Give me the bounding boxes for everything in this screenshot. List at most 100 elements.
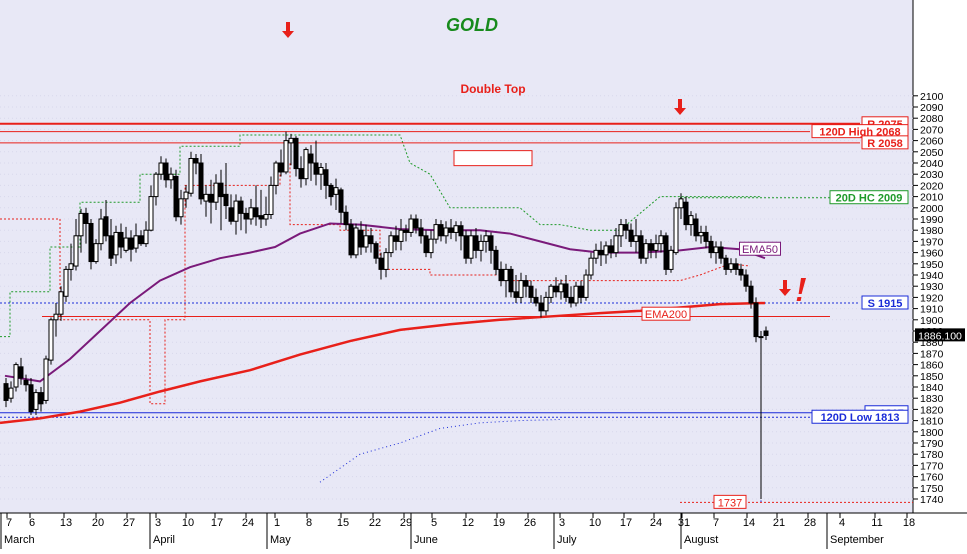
exclamation-icon [796,278,806,301]
x-tick-label: 5 [431,517,437,529]
candle [313,140,319,186]
x-tick-label: 3 [155,517,161,529]
candle-body [143,229,149,245]
candle-body [558,283,564,293]
candle [588,252,594,280]
y-tick-label: 1910 [920,304,944,316]
x-tick-label: 7 [6,517,12,529]
candle-body [693,218,699,237]
candle-body [68,263,74,270]
x-tick-label: 29 [400,517,412,529]
candle [628,223,634,247]
candle [193,154,199,175]
candle [423,230,429,258]
candle [98,208,104,251]
candle-body [573,285,579,304]
candle-body [513,291,519,298]
candle [723,254,729,275]
candle-body [288,137,294,144]
candle [618,219,624,247]
candle-body [543,296,549,312]
candle-body [188,158,194,194]
candle-body [213,182,219,203]
x-tick-label: 14 [743,517,755,529]
candle-body [28,384,34,413]
candle [278,149,284,177]
candle [643,239,649,264]
level-label-box [713,494,747,509]
candle-body [463,235,469,259]
candle-body [553,285,559,293]
candle [693,213,699,242]
x-tick-label: 10 [182,517,194,529]
candle-body [728,263,734,270]
x-axis-panel [0,513,967,549]
candle [673,202,679,255]
candle [598,241,604,267]
candle-body [8,387,14,399]
candle [533,288,539,307]
candle-body [673,207,679,254]
candle [238,196,244,231]
candle-body [593,249,599,259]
month-label: September [830,534,884,546]
candle-body [478,240,484,251]
candle [18,357,24,385]
candle [303,147,309,186]
y-tick-label: 2050 [920,147,944,159]
candle [418,219,424,244]
x-tick-label: 3 [559,517,565,529]
x-tick-label: 7 [713,517,719,529]
candle-body [528,285,534,298]
candle-body [58,291,64,315]
x-tick-label: 27 [123,517,135,529]
candle-body [163,162,169,181]
candle-body [153,173,159,198]
candle [308,145,314,181]
candle-body [333,187,339,195]
last-price-label: 1886.100 [918,330,962,342]
candle [83,207,89,244]
candle [683,196,689,231]
candle [543,291,549,316]
ema50-label: EMA50 [742,244,778,256]
candle-body [348,224,354,256]
candle-body [328,184,334,198]
candle [178,189,184,225]
level-label-box [811,409,909,424]
candle-body [418,227,424,237]
candle [113,225,119,264]
candle-body [358,229,364,248]
candle [738,263,744,281]
candle [508,266,514,298]
candle-body [538,302,544,312]
candle-body [703,231,709,242]
candle [488,232,494,264]
y-tick-label: 1750 [920,483,944,495]
candle-body [408,218,414,233]
green-trailing-stop [0,134,760,338]
candle [388,231,394,258]
candle-body [258,215,264,220]
candle [403,224,409,242]
candle-body [638,235,644,259]
candle-body [678,198,684,209]
candle [603,241,609,264]
candle-body [93,243,99,263]
down-arrow-icon [282,22,294,38]
candle-body [498,268,504,282]
month-label: July [557,534,577,546]
candle-body [78,212,84,237]
x-tick-label: 22 [369,517,381,529]
candle [248,198,254,225]
candle [398,219,404,251]
candle-body [628,229,634,242]
candle [528,280,534,303]
x-tick-label: 20 [92,517,104,529]
candle-body [73,235,79,267]
down-arrow-icon [779,280,791,296]
candle-body [488,235,494,251]
candle-body [353,227,359,256]
blue-trailing-stop [319,418,561,483]
candle-body [83,212,89,224]
